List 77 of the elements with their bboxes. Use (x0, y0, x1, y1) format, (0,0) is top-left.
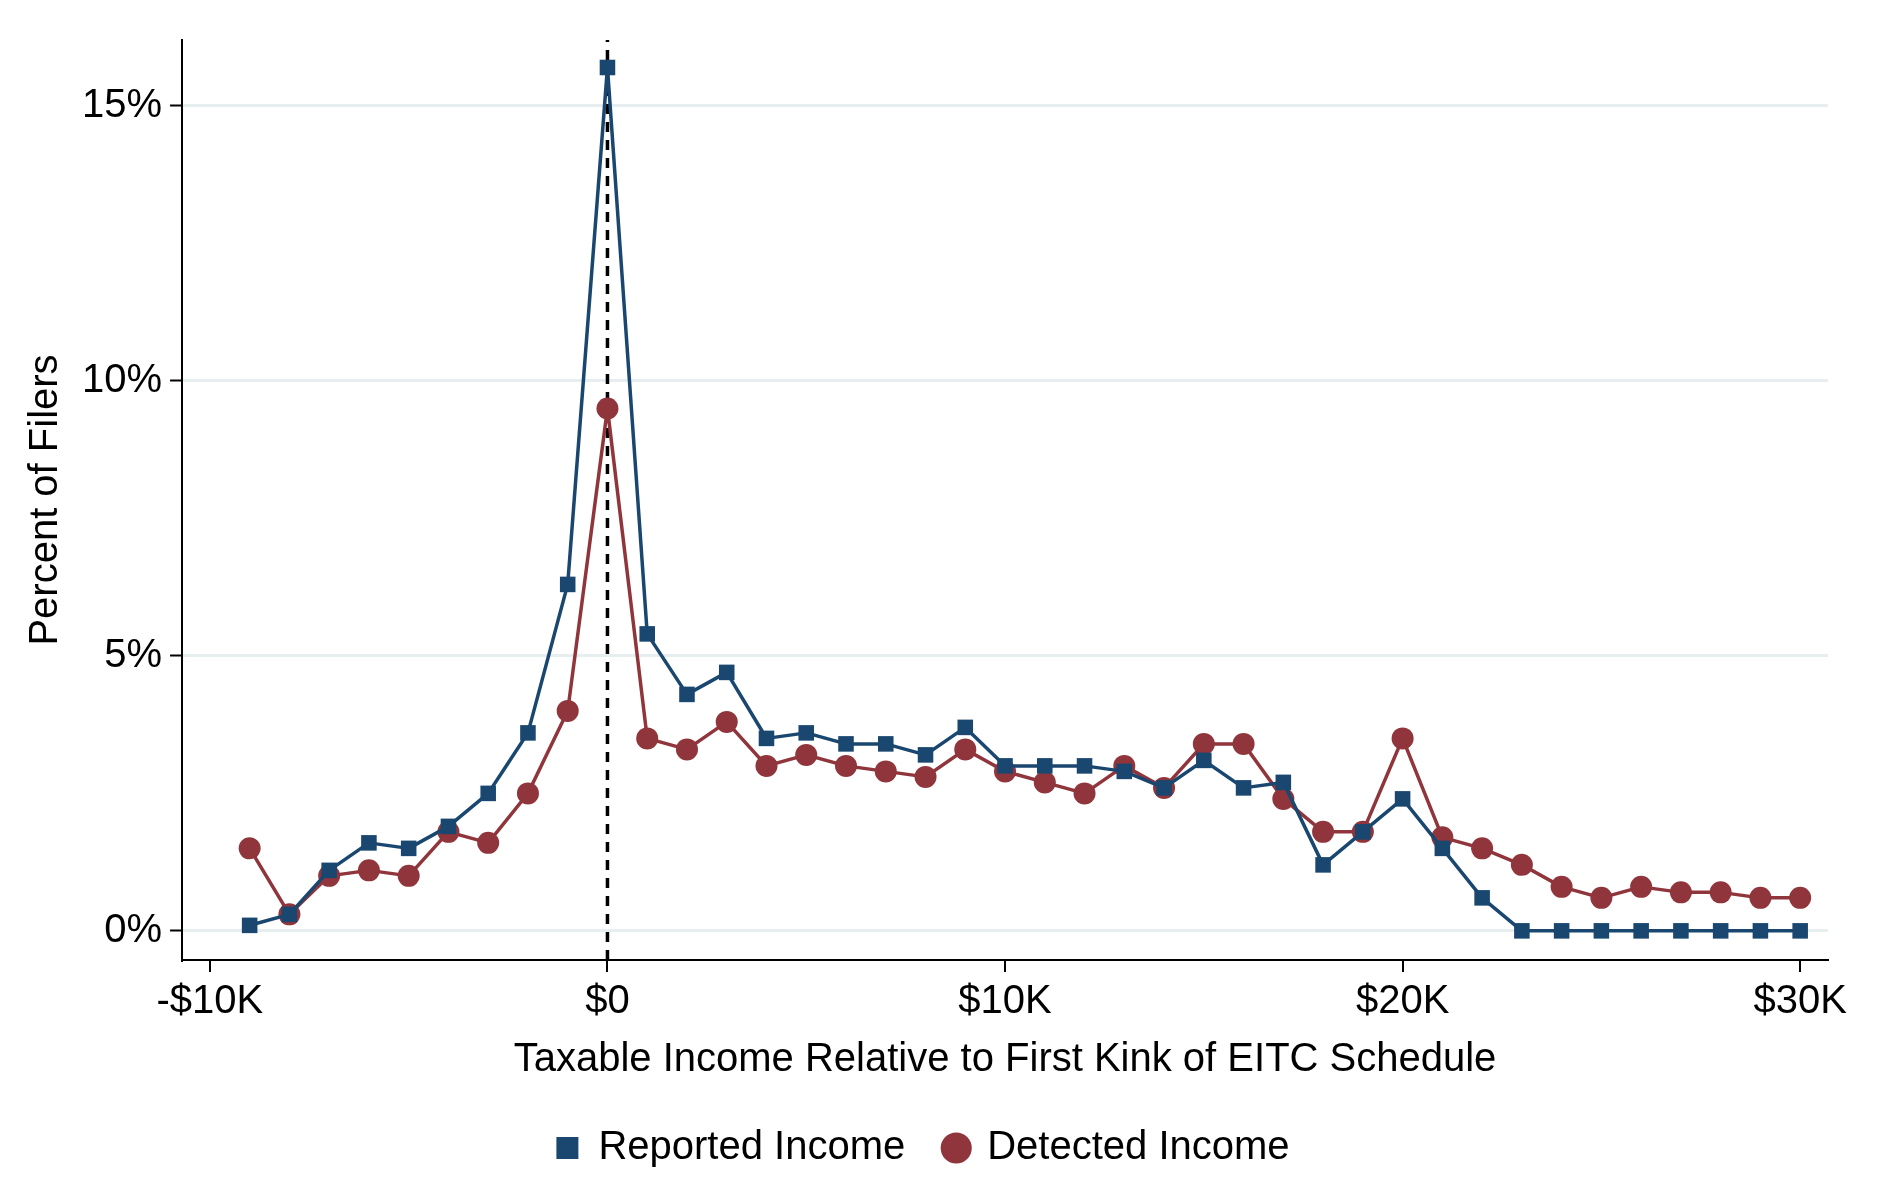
point (559, 576, 576, 593)
y-tick-label: 0% (104, 905, 163, 950)
x-tick-label: $0 (585, 977, 630, 1022)
point (1394, 791, 1411, 807)
x-tick-label: $30K (1753, 977, 1848, 1022)
point (1789, 886, 1812, 909)
point (675, 738, 698, 761)
x-tick-label: $10K (958, 977, 1053, 1022)
point (1434, 840, 1451, 857)
y-tick-label: 10% (82, 355, 163, 400)
point (1312, 820, 1335, 843)
point (477, 831, 500, 854)
point (1391, 727, 1414, 750)
point (357, 859, 380, 882)
y-axis-title: Percent of Filers (21, 354, 66, 646)
point (1712, 923, 1729, 939)
point (1633, 923, 1649, 939)
x-axis-title: Taxable Income Relative to First Kink of EITC Schedule (513, 1035, 1497, 1080)
point (1709, 881, 1732, 904)
point (1749, 886, 1772, 909)
point (798, 725, 815, 741)
point (241, 917, 258, 934)
point (877, 736, 894, 752)
point (599, 59, 616, 76)
point (954, 738, 977, 761)
y-tick-label: 5% (104, 630, 163, 675)
point (1474, 890, 1490, 906)
point (520, 725, 536, 741)
point (1550, 875, 1573, 898)
point (758, 730, 775, 747)
x-tick-label: $20K (1355, 977, 1450, 1022)
point (1514, 923, 1530, 939)
point (400, 840, 417, 857)
point (1669, 881, 1692, 904)
point (238, 837, 261, 860)
x-tick-label: -$10K (156, 977, 264, 1022)
point (917, 747, 934, 763)
point (361, 835, 377, 851)
point (1792, 923, 1808, 939)
point (1673, 923, 1689, 939)
point (715, 710, 738, 733)
point (636, 727, 659, 750)
legend-label: Detected Income (987, 1123, 1290, 1168)
point (1630, 875, 1653, 898)
point (639, 626, 655, 642)
point (1315, 857, 1331, 873)
point (1471, 837, 1494, 860)
point (914, 765, 937, 788)
point (795, 743, 818, 766)
point (1235, 780, 1252, 796)
point (1073, 782, 1096, 805)
point (838, 736, 854, 752)
point (480, 785, 496, 802)
point (1752, 923, 1769, 939)
point (874, 760, 897, 783)
point (556, 699, 579, 722)
point (1037, 758, 1053, 774)
point (1593, 923, 1610, 939)
point (1033, 771, 1056, 794)
point (1232, 732, 1255, 755)
point (835, 754, 857, 777)
point (1196, 752, 1212, 769)
point (1192, 732, 1215, 755)
y-tick-label: 15% (82, 81, 163, 126)
point (679, 686, 695, 703)
point (1275, 774, 1292, 791)
point (718, 664, 735, 681)
point (397, 864, 420, 887)
point (516, 782, 539, 805)
legend-label: Reported Income (598, 1123, 906, 1168)
point (1076, 758, 1093, 774)
point (1590, 886, 1613, 909)
point (755, 754, 778, 777)
point (1553, 923, 1570, 939)
point (1510, 853, 1533, 876)
point (596, 397, 619, 420)
point (957, 719, 974, 736)
